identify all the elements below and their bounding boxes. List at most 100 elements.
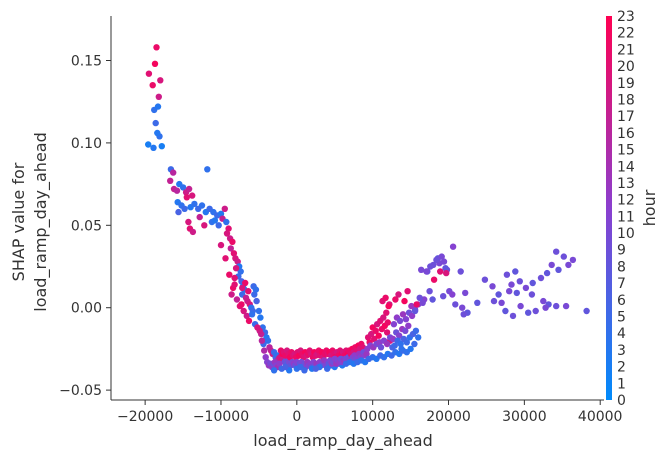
scatter-point [149,82,156,89]
scatter-point [243,312,250,320]
scatter-point [398,345,405,353]
colorbar-tick-label: 8 [617,259,626,275]
scatter-point [509,312,517,320]
scatter-point [232,265,240,272]
axes-layer [110,16,604,401]
scatter-point [402,316,410,323]
scatter-point [227,245,234,252]
scatter-point [489,283,496,290]
scatter-point [481,276,489,283]
y-tick-label: 0.10 [71,136,102,152]
scatter-point [215,222,222,229]
scatter-point [416,294,423,301]
colorbar-tick-label: 6 [617,293,626,309]
scatter-point [449,291,456,298]
scatter-point [392,296,399,303]
scatter-point [440,293,447,300]
scatter-point [261,347,268,354]
scatter-point [231,274,238,282]
scatter-point [223,230,231,237]
scatter-point [222,255,229,262]
scatter-point [418,266,425,273]
colorbar-tick-label: 17 [617,109,635,125]
scatter-point [145,70,153,77]
scatter-point [262,354,269,361]
scatter-point [460,311,467,318]
scatter-point [437,268,444,275]
scatter-point [408,312,416,320]
scatter-point [240,307,247,315]
scatter-point [419,299,426,306]
scatter-point [196,213,203,221]
scatter-point [264,337,272,344]
scatter-point [223,218,230,226]
scatter-point [433,256,440,264]
scatter-point [211,217,219,224]
points-layer [145,44,590,374]
scatter-point [508,281,515,288]
scatter-point [384,319,391,326]
scatter-point [405,322,412,329]
scatter-point [429,296,436,303]
scatter-point [452,301,459,308]
scatter-point [237,268,244,275]
scatter-point [201,222,208,229]
scatter-point [396,332,403,339]
scatter-point [560,253,567,260]
scatter-point [191,200,198,208]
scatter-point [189,228,197,236]
scatter-point [542,304,549,311]
scatter-point [411,340,418,348]
scatter-point [245,317,253,325]
colorbar-tick-label: 1 [617,376,626,392]
colorbar-tick-label: 23 [617,9,635,25]
scatter-point [457,268,464,275]
scatter-point [403,339,410,346]
colorbar-tick-label: 21 [617,42,635,58]
scatter-point [385,302,392,310]
colorbar-title: hour [640,189,659,226]
colorbar-tick-label: 4 [617,326,626,342]
scatter-point [189,192,196,199]
scatter-point [498,299,505,306]
y-tick-label: 0.05 [71,218,102,234]
scatter-point [543,269,551,277]
scatter-point [228,291,235,298]
scatter-point [251,291,258,298]
scatter-point [399,311,407,318]
x-tick-label: −20000 [117,409,173,425]
scatter-point [239,284,246,292]
scatter-point [548,261,555,269]
scatter-point [158,143,165,150]
scatter-point [459,304,466,311]
scatter-point [230,250,238,257]
scatter-point [427,263,434,270]
y-tick-label: 0.00 [71,301,102,317]
scatter-point [217,210,225,217]
scatter-point [583,307,590,315]
scatter-point [297,363,304,371]
colorbar-tick-label: 20 [617,59,635,75]
scatter-point [516,278,523,285]
scatter-point [411,307,419,315]
scatter-point [154,129,161,137]
scatter-point [503,271,511,278]
colorbar-tick-label: 22 [617,26,635,42]
scatter-point [404,288,411,295]
colorbar-tick-label: 13 [617,176,635,192]
scatter-point [438,253,445,260]
scatter-point [248,311,256,318]
scatter-point [198,202,206,209]
scatter-point [408,302,415,310]
scatter-point [522,284,530,292]
scatter-point [282,363,289,371]
scatter-point [234,258,241,265]
scatter-point [401,297,408,305]
x-tick-label: 30000 [502,409,547,425]
colorbar-tick-label: 5 [617,310,626,326]
colorbar-tick-label: 2 [617,360,626,376]
colorbar-tick-label: 15 [617,143,635,159]
scatter-point [255,307,263,315]
scatter-point [225,225,232,232]
scatter-point [391,342,398,349]
